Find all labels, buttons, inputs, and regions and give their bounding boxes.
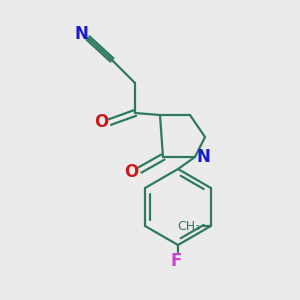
Text: F: F <box>170 252 182 270</box>
Text: CH₃: CH₃ <box>177 220 200 232</box>
Text: N: N <box>196 148 210 166</box>
Text: O: O <box>94 113 108 131</box>
Text: N: N <box>74 25 88 43</box>
Text: O: O <box>124 163 138 181</box>
